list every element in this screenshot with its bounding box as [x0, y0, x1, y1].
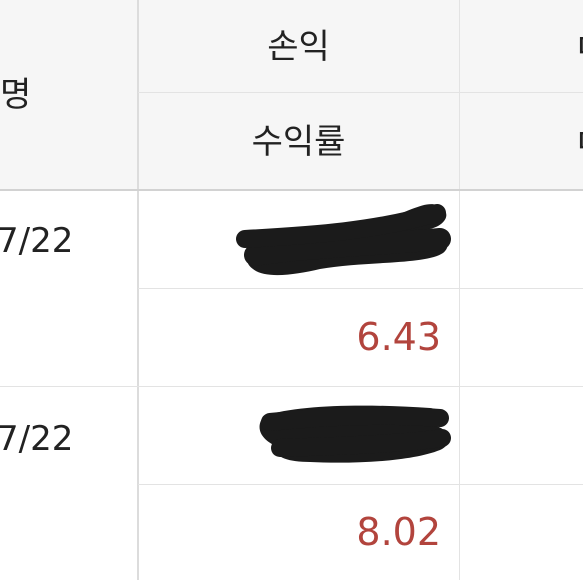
row-divider — [0, 386, 583, 387]
row-divider — [138, 92, 583, 93]
redaction-mark — [259, 405, 451, 463]
header-right-top-glyph: ㅁ — [574, 30, 583, 64]
header-right-bottom: ㅁ — [459, 93, 583, 190]
table-header — [0, 0, 583, 190]
row-divider — [138, 484, 583, 485]
row-divider — [138, 288, 583, 289]
header-return-rate-label: 수익률 — [251, 121, 346, 162]
header-name-label: 명 — [0, 0, 138, 190]
header-bottom-divider — [0, 189, 583, 191]
header-pnl-label: 손익 — [267, 26, 330, 67]
column-divider — [459, 0, 460, 580]
header-name-text: 명 — [0, 75, 32, 115]
row-date: 7/22 — [0, 419, 74, 459]
header-right-top: ㅁ — [459, 0, 583, 93]
redaction-mark — [236, 204, 451, 276]
header-return-rate[interactable]: 수익률 — [138, 93, 459, 190]
header-right-bottom-glyph: ㅁ — [574, 125, 583, 159]
row-return-rate-cell: 8.02 — [138, 484, 459, 580]
column-divider — [137, 0, 139, 580]
row-return-rate-value: 8.02 — [356, 510, 441, 554]
row-return-rate-value: 6.43 — [356, 315, 441, 359]
row-return-rate-cell: 6.43 — [138, 288, 459, 386]
table-row[interactable]: 7/22 — [0, 386, 138, 580]
header-pnl[interactable]: 손익 — [138, 0, 459, 93]
row-date: 7/22 — [0, 221, 74, 261]
table-row[interactable]: 7/22 — [0, 190, 138, 386]
